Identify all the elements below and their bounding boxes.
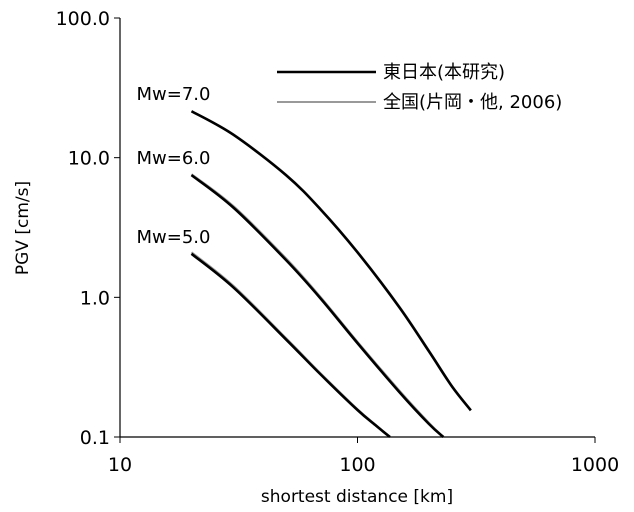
ticks xyxy=(114,17,596,443)
x-axis-title: shortest distance [km] xyxy=(261,487,453,507)
y-tick-label: 0.1 xyxy=(80,427,110,449)
legend-label-nationwide: 全国(片岡・他, 2006) xyxy=(383,92,562,113)
x-tick-label: 1000 xyxy=(571,454,619,476)
curve-labels: Mw=7.0 Mw=6.0 Mw=5.0 xyxy=(136,84,210,248)
x-tick-label: 100 xyxy=(339,454,375,476)
east-japan-curve-mw70 xyxy=(190,110,472,412)
curves xyxy=(190,110,472,439)
legend: 東日本(本研究) 全国(片岡・他, 2006) xyxy=(277,62,562,113)
y-axis-title: PGV [cm/s] xyxy=(13,181,33,275)
nationwide-curve-mw70 xyxy=(190,110,472,411)
curve-label-mw70: Mw=7.0 xyxy=(136,84,210,105)
tick-labels: 100.0 10.0 1.0 0.1 10 100 1000 xyxy=(56,8,620,476)
x-tick-label: 10 xyxy=(108,454,132,476)
east-japan-curve-mw50 xyxy=(190,252,391,439)
y-tick-label: 10.0 xyxy=(68,148,110,170)
east-japan-curve-mw60 xyxy=(190,174,445,438)
y-tick-label: 100.0 xyxy=(56,8,110,30)
curve-label-mw60: Mw=6.0 xyxy=(136,148,210,169)
curve-label-mw50: Mw=5.0 xyxy=(136,227,210,248)
legend-label-east-japan: 東日本(本研究) xyxy=(383,62,505,83)
y-tick-label: 1.0 xyxy=(80,287,110,309)
